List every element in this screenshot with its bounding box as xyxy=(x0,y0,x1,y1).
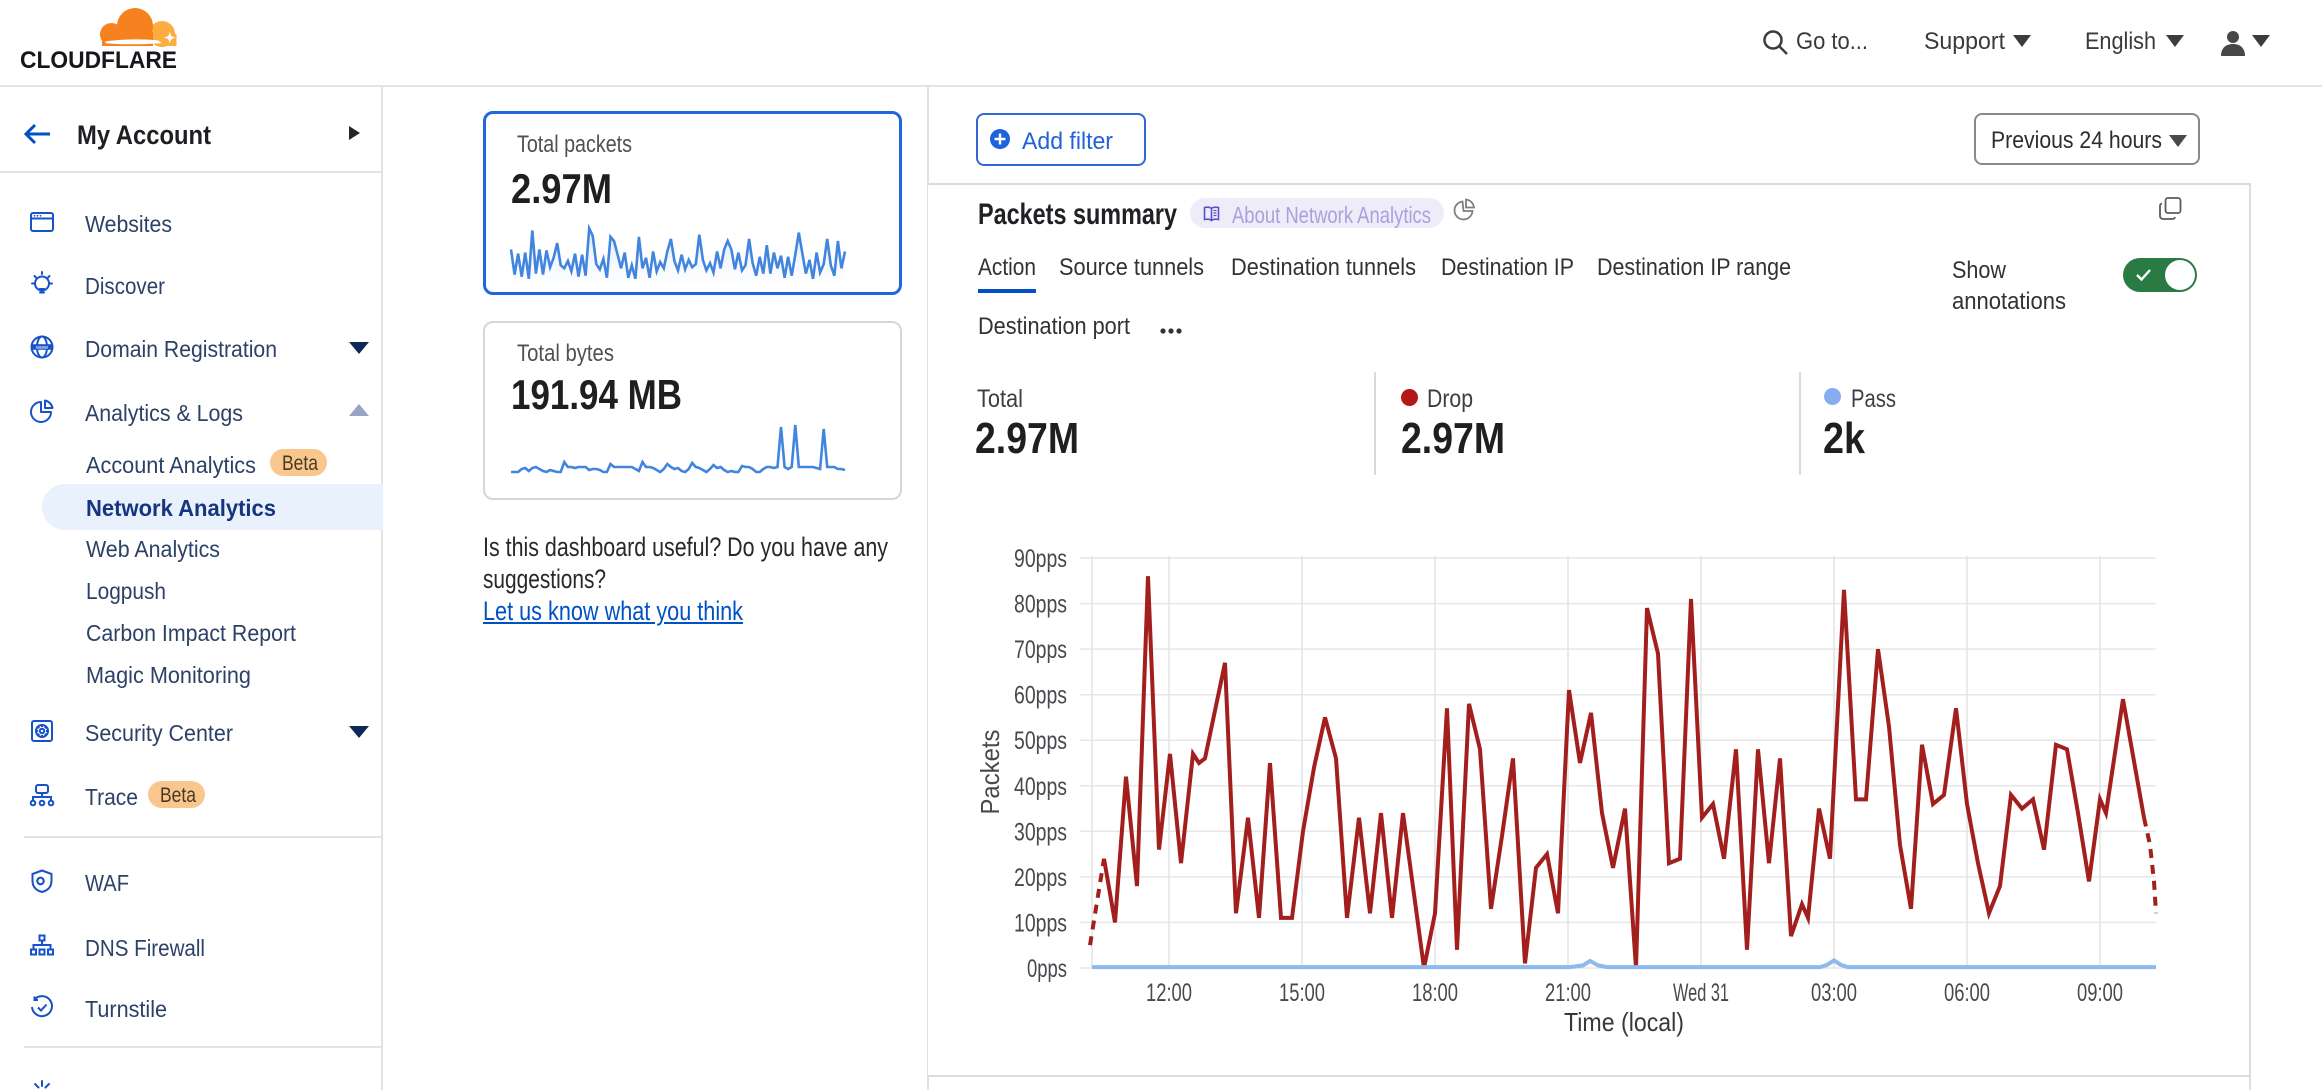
svg-text:18:00: 18:00 xyxy=(1412,979,1458,1007)
svg-text:09:00: 09:00 xyxy=(2077,979,2123,1007)
svg-text:90pps: 90pps xyxy=(1014,545,1067,573)
svg-text:Time (local): Time (local) xyxy=(1564,1007,1684,1037)
svg-text:10pps: 10pps xyxy=(1014,909,1067,937)
svg-text:40pps: 40pps xyxy=(1014,773,1067,801)
svg-text:www: www xyxy=(35,345,48,351)
svg-text:70pps: 70pps xyxy=(1014,636,1067,664)
svg-text:06:00: 06:00 xyxy=(1944,979,1990,1007)
svg-text:60pps: 60pps xyxy=(1014,682,1067,710)
svg-text:0pps: 0pps xyxy=(1027,955,1067,983)
svg-text:80pps: 80pps xyxy=(1014,591,1067,619)
svg-text:CLOUDFLARE: CLOUDFLARE xyxy=(20,47,177,73)
svg-text:15:00: 15:00 xyxy=(1279,979,1325,1007)
svg-text:30pps: 30pps xyxy=(1014,818,1067,846)
svg-text:50pps: 50pps xyxy=(1014,727,1067,755)
svg-text:20pps: 20pps xyxy=(1014,864,1067,892)
svg-text:Packets: Packets xyxy=(975,730,1005,815)
svg-text:21:00: 21:00 xyxy=(1545,979,1591,1007)
svg-text:Wed 31: Wed 31 xyxy=(1673,979,1729,1007)
svg-text:12:00: 12:00 xyxy=(1146,979,1192,1007)
svg-text:03:00: 03:00 xyxy=(1811,979,1857,1007)
